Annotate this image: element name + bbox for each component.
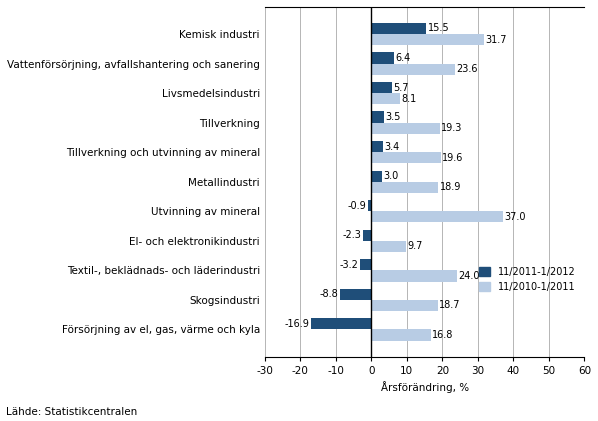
Text: -8.8: -8.8 (320, 289, 338, 299)
Bar (371, 141, 383, 152)
Bar (371, 241, 406, 252)
Text: 31.7: 31.7 (486, 35, 507, 45)
Text: 19.3: 19.3 (441, 123, 463, 133)
Text: 15.5: 15.5 (428, 24, 450, 33)
Bar (371, 211, 503, 222)
Bar (371, 270, 456, 282)
Bar (371, 52, 394, 64)
Bar (371, 171, 382, 182)
Text: 18.9: 18.9 (440, 182, 461, 192)
Bar (371, 112, 384, 123)
Bar (363, 229, 371, 241)
Text: 3.0: 3.0 (383, 171, 399, 181)
Text: -0.9: -0.9 (348, 201, 367, 210)
Text: 9.7: 9.7 (407, 241, 423, 251)
Legend: 11/2011-1/2012, 11/2010-1/2011: 11/2011-1/2012, 11/2010-1/2011 (475, 263, 579, 296)
Bar (371, 82, 392, 93)
Text: -2.3: -2.3 (343, 230, 362, 240)
Bar (371, 64, 455, 75)
Text: 3.4: 3.4 (385, 141, 400, 152)
Bar (371, 93, 400, 104)
Bar (371, 23, 426, 34)
Bar (371, 329, 431, 341)
Text: Lähde: Statistikcentralen: Lähde: Statistikcentralen (6, 407, 137, 417)
X-axis label: Årsförändring, %: Årsförändring, % (380, 381, 469, 393)
Text: 23.6: 23.6 (456, 64, 478, 74)
Bar (371, 152, 441, 163)
Text: -3.2: -3.2 (340, 260, 358, 270)
Text: 6.4: 6.4 (395, 53, 411, 63)
Bar (371, 300, 438, 311)
Bar (360, 259, 371, 270)
Bar (340, 289, 371, 300)
Text: 24.0: 24.0 (458, 271, 480, 281)
Bar (311, 318, 371, 329)
Bar (371, 123, 440, 134)
Text: 37.0: 37.0 (504, 212, 526, 222)
Text: -16.9: -16.9 (285, 319, 310, 329)
Text: 8.1: 8.1 (401, 94, 417, 104)
Text: 3.5: 3.5 (385, 112, 401, 122)
Text: 5.7: 5.7 (393, 83, 408, 93)
Text: 18.7: 18.7 (439, 301, 460, 310)
Bar (371, 34, 484, 45)
Text: 16.8: 16.8 (432, 330, 454, 340)
Text: 19.6: 19.6 (443, 153, 463, 163)
Bar (371, 182, 438, 193)
Bar (368, 200, 371, 211)
